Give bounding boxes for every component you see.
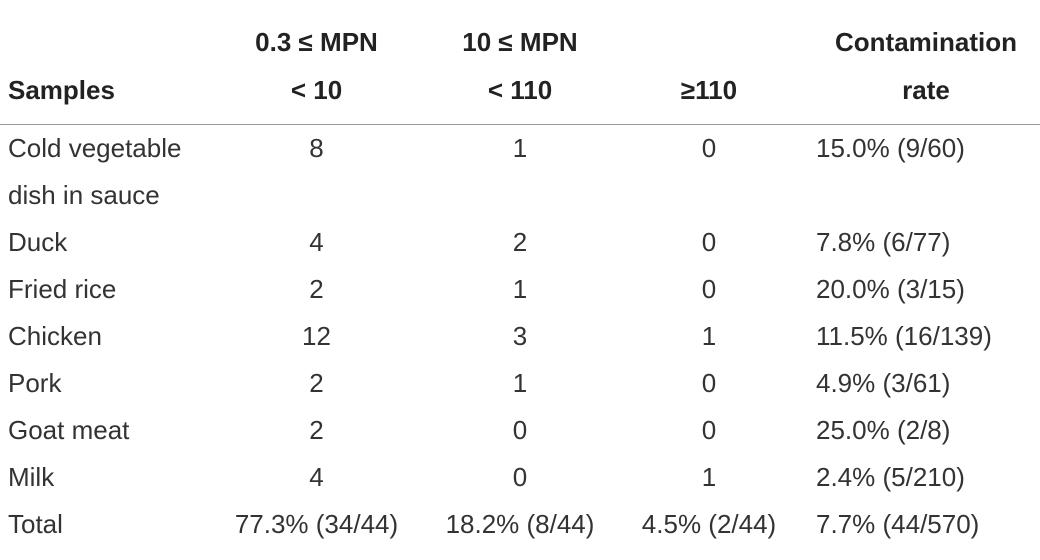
- table-cell: 7.8% (6/77): [816, 227, 951, 257]
- table-row: Total 77.3% (34/44) 18.2% (8/44) 4.5% (2/44…: [0, 501, 1040, 548]
- column-header: 10 ≤ MPN < 110: [418, 0, 622, 125]
- header-text: ≥110: [680, 75, 738, 105]
- table-cell: 1: [701, 462, 717, 492]
- table-cell: 1: [512, 368, 528, 398]
- sample-name: Goat meat: [8, 415, 130, 445]
- table-cell: 8: [309, 133, 324, 163]
- table-row: Cold vegetable dish in sauce 8 1 0 15.0% (9/…: [0, 125, 1040, 220]
- table-cell: 77.3% (34/44): [234, 509, 399, 539]
- sample-name: Cold vegetable dish in sauce: [8, 133, 182, 210]
- table-cell: 25.0% (2/8): [816, 415, 951, 445]
- table-cell: 3: [512, 321, 528, 351]
- table-cell: 11.5% (16/139): [816, 321, 992, 351]
- table-cell: 1: [512, 133, 528, 163]
- table-cell: 1: [701, 321, 717, 351]
- sample-name: Total: [8, 509, 63, 539]
- table-row: Goat meat 2 0 0 25.0% (2/8): [0, 407, 1040, 454]
- table-cell: 15.0% (9/60): [816, 133, 965, 163]
- table-row: Pork 2 1 0 4.9% (3/61): [0, 360, 1040, 407]
- table-cell: 2: [512, 227, 528, 257]
- table-cell: 0: [701, 274, 717, 304]
- column-header: ≥110: [622, 0, 796, 125]
- table-row: Fried rice 2 1 0 20.0% (3/15): [0, 266, 1040, 313]
- header-text: 0.3 ≤ MPN: [255, 27, 378, 57]
- table-row: Duck 4 2 0 7.8% (6/77): [0, 219, 1040, 266]
- column-header: 0.3 ≤ MPN < 10: [215, 0, 418, 125]
- table-cell: 2.4% (5/210): [816, 462, 965, 492]
- header-text: < 10: [290, 75, 343, 105]
- table-cell: 2: [309, 368, 324, 398]
- table-cell: 0: [701, 227, 717, 257]
- table-cell: 12: [302, 321, 331, 351]
- table-cell: 0: [512, 462, 528, 492]
- table-cell: 4.5% (2/44): [641, 509, 777, 539]
- table-cell: 0: [701, 415, 717, 445]
- table-cell: 4.9% (3/61): [816, 368, 951, 398]
- table-cell: 2: [309, 415, 324, 445]
- table-cell: 0: [701, 133, 717, 163]
- data-table: Samples 0.3 ≤ MPN < 10 10 ≤ MPN < 110 ≥110 Con…: [0, 0, 1040, 548]
- sample-name: Chicken: [8, 321, 102, 351]
- column-header: Samples: [0, 0, 215, 125]
- column-header: Contamination rate: [796, 0, 1040, 125]
- header-text: 10 ≤ MPN: [462, 27, 578, 57]
- table-cell: 18.2% (8/44): [445, 509, 595, 539]
- table-cell: 4: [309, 462, 324, 492]
- table-cell: 0: [512, 415, 528, 445]
- table-cell: 20.0% (3/15): [816, 274, 965, 304]
- sample-name: Pork: [8, 368, 62, 398]
- table-row: Chicken 12 3 1 11.5% (16/139): [0, 313, 1040, 360]
- table-cell: 4: [309, 227, 324, 257]
- header-row: Samples 0.3 ≤ MPN < 10 10 ≤ MPN < 110 ≥110 Con…: [0, 0, 1040, 125]
- sample-name: Fried rice: [8, 274, 117, 304]
- header-text: rate: [902, 75, 950, 105]
- table-cell: 0: [701, 368, 717, 398]
- table-cell: 1: [512, 274, 528, 304]
- header-text: Contamination: [835, 27, 1017, 57]
- table-row: Milk 4 0 1 2.4% (5/210): [0, 454, 1040, 501]
- sample-name: Milk: [8, 462, 55, 492]
- header-text: Samples: [8, 75, 115, 105]
- table-cell: 2: [309, 274, 324, 304]
- header-text: < 110: [487, 75, 553, 105]
- sample-name: Duck: [8, 227, 68, 257]
- table-cell: 7.7% (44/570): [816, 509, 980, 539]
